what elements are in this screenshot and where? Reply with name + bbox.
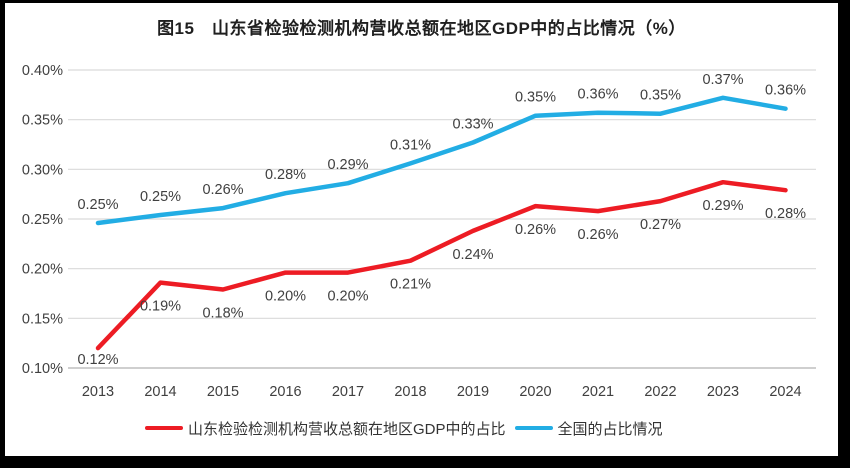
- y-axis-tick-label: 0.20%: [22, 262, 63, 278]
- data-label-shandong: 0.20%: [327, 289, 368, 305]
- data-label-shandong: 0.12%: [77, 352, 118, 368]
- data-label-national: 0.37%: [702, 72, 743, 88]
- x-axis-tick-label: 2018: [394, 384, 426, 400]
- legend-label-national: 全国的占比情况: [557, 420, 663, 438]
- y-axis-tick-label: 0.10%: [22, 361, 63, 377]
- data-label-national: 0.29%: [327, 157, 368, 173]
- y-axis-tick-label: 0.25%: [22, 212, 63, 228]
- data-label-shandong: 0.20%: [265, 289, 306, 305]
- data-label-shandong: 0.27%: [640, 217, 681, 233]
- x-axis-tick-label: 2020: [519, 384, 551, 400]
- x-axis-tick-label: 2023: [707, 384, 739, 400]
- x-axis-tick-label: 2015: [207, 384, 239, 400]
- data-label-shandong: 0.28%: [765, 206, 806, 222]
- data-label-national: 0.25%: [77, 197, 118, 213]
- y-axis-tick-label: 0.35%: [22, 113, 63, 129]
- chart-canvas: 图15 山东省检验检测机构营收总额在地区GDP中的占比情况（%）: [5, 3, 838, 456]
- x-axis-tick-label: 2022: [644, 384, 676, 400]
- data-label-national: 0.35%: [640, 88, 681, 104]
- x-axis-tick-label: 2013: [82, 384, 114, 400]
- data-label-national: 0.25%: [140, 189, 181, 205]
- series-line-shandong: [95, 179, 788, 351]
- y-axis-tick-label: 0.40%: [22, 63, 63, 79]
- data-label-national: 0.35%: [515, 90, 556, 106]
- data-label-national: 0.33%: [452, 117, 493, 133]
- data-label-shandong: 0.21%: [390, 277, 431, 293]
- legend-swatch-shandong-line: [145, 425, 183, 431]
- data-label-national: 0.31%: [390, 137, 431, 153]
- x-axis-tick-label: 2016: [269, 384, 301, 400]
- data-label-national: 0.28%: [265, 167, 306, 183]
- data-label-shandong: 0.29%: [702, 198, 743, 214]
- data-label-shandong: 0.24%: [452, 247, 493, 263]
- x-axis-tick-label: 2019: [457, 384, 489, 400]
- legend-swatch-national-line: [514, 425, 553, 431]
- x-axis-tick-label: 2024: [769, 384, 801, 400]
- chart-title: 图15 山东省检验检测机构营收总额在地区GDP中的占比情况（%）: [157, 19, 686, 38]
- legend: 山东检验检测机构营收总额在地区GDP中的占比 全国的占比情况: [145, 419, 672, 438]
- x-axis-tick-label: 2021: [582, 384, 614, 400]
- data-label-shandong: 0.18%: [202, 306, 243, 322]
- y-axis-tick-label: 0.15%: [22, 311, 63, 327]
- data-label-shandong: 0.19%: [140, 299, 181, 315]
- data-label-shandong: 0.26%: [577, 227, 618, 243]
- legend-label-shandong: 山东检验检测机构营收总额在地区GDP中的占比: [188, 420, 506, 438]
- data-label-shandong: 0.26%: [515, 222, 556, 238]
- x-axis-tick-label: 2014: [144, 384, 176, 400]
- series-line-national: [95, 95, 788, 226]
- data-label-national: 0.36%: [765, 83, 806, 99]
- y-axis-tick-label: 0.30%: [22, 162, 63, 178]
- data-label-national: 0.36%: [577, 87, 618, 103]
- x-axis-tick-label: 2017: [332, 384, 364, 400]
- data-label-national: 0.26%: [202, 182, 243, 198]
